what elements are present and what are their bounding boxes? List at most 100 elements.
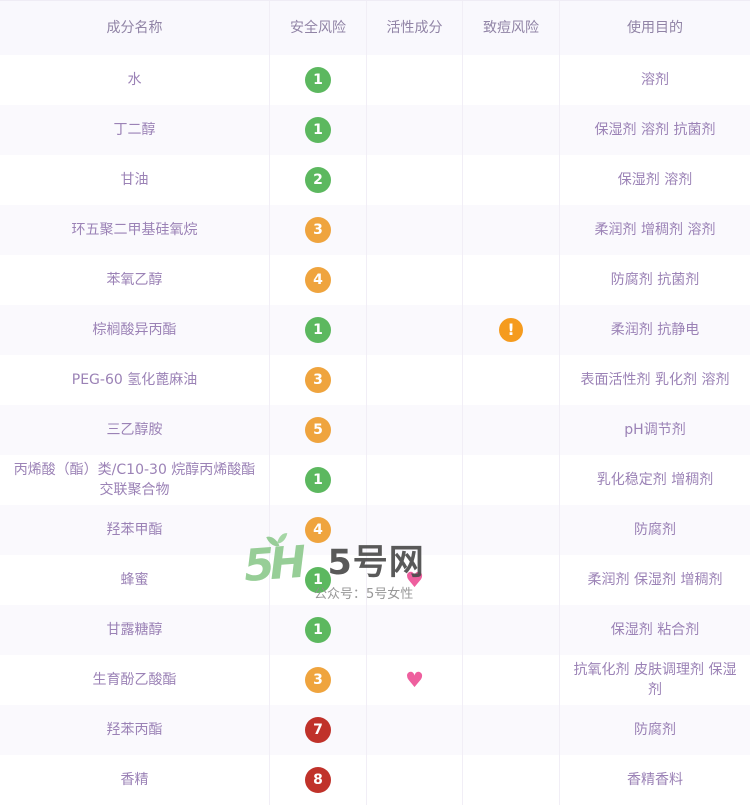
safety-risk-cell: 3 [270,355,367,405]
acne-risk-cell [463,255,560,305]
usage-purpose: 保湿剂 粘合剂 [610,621,700,638]
active-ingredient-cell [367,405,463,455]
safety-risk-badge: 4 [305,267,331,293]
warning-exclamation-icon: ! [499,318,523,342]
usage-purpose: 防腐剂 抗菌剂 [610,271,700,288]
acne-risk-cell [463,555,560,605]
usage-purpose: 保湿剂 溶剂 [617,171,693,188]
safety-risk-cell: 1 [270,305,367,355]
active-ingredient-cell [367,755,463,805]
safety-risk-badge: 1 [305,317,331,343]
table-row: 蜂蜜 1 ♥ 柔润剂 保湿剂 增稠剂 [0,555,750,605]
acne-risk-cell [463,755,560,805]
active-ingredient-cell [367,55,463,105]
heart-icon: ♥ [405,667,424,692]
acne-risk-cell [463,455,560,505]
usage-purpose: 抗氧化剂 皮肤调理剂 保湿剂 [573,661,737,698]
usage-purpose: 防腐剂 [634,721,676,738]
safety-risk-cell: 1 [270,555,367,605]
ingredient-name: 羟苯甲酯 [0,505,270,555]
ingredient-name: 棕榈酸异丙酯 [0,305,270,355]
usage-purpose: 柔润剂 增稠剂 溶剂 [594,221,716,238]
acne-risk-cell [463,155,560,205]
safety-risk-cell: 4 [270,255,367,305]
acne-risk-cell [463,105,560,155]
safety-risk-badge: 8 [305,767,331,793]
safety-risk-cell: 7 [270,705,367,755]
ingredient-name: 香精 [0,755,270,805]
table-row: 棕榈酸异丙酯 1! 柔润剂 抗静电 [0,305,750,355]
ingredient-name: 环五聚二甲基硅氧烷 [0,205,270,255]
table-body: 水 1 溶剂丁二醇 1 保湿剂 溶剂 抗菌剂甘油 2 保湿剂 溶剂环五聚二甲基硅氧烷 3 柔润剂… [0,55,750,805]
ingredient-name: 水 [0,55,270,105]
header-ingredient-name: 成分名称 [0,1,270,55]
acne-risk-cell [463,205,560,255]
header-active-ingredient: 活性成分 [367,1,463,55]
active-ingredient-cell [367,255,463,305]
safety-risk-badge: 1 [305,117,331,143]
acne-risk-cell [463,405,560,455]
header-safety-risk: 安全风险 [270,1,367,55]
active-ingredient-cell: ♥ [367,555,463,605]
usage-purpose: 香精香料 [627,771,683,788]
table-row: 甘露糖醇 1 保湿剂 粘合剂 [0,605,750,655]
acne-risk-cell [463,505,560,555]
safety-risk-badge: 3 [305,667,331,693]
active-ingredient-cell [367,105,463,155]
table-row: 丙烯酸（酯）类/C10-30 烷醇丙烯酸酯交联聚合物 1 乳化稳定剂 增稠剂 [0,455,750,505]
acne-risk-cell: ! [463,305,560,355]
usage-purpose: 防腐剂 [634,521,676,538]
table-row: 羟苯丙酯 7 防腐剂 [0,705,750,755]
table-header-row: 成分名称 安全风险 活性成分 致痘风险 使用目的 [0,1,750,55]
safety-risk-cell: 4 [270,505,367,555]
safety-risk-badge: 1 [305,567,331,593]
active-ingredient-cell: ♥ [367,655,463,705]
active-ingredient-cell [367,605,463,655]
table-row: 生育酚乙酸酯 3 ♥ 抗氧化剂 皮肤调理剂 保湿剂 [0,655,750,705]
safety-risk-badge: 3 [305,217,331,243]
ingredient-name: 丁二醇 [0,105,270,155]
active-ingredient-cell [367,455,463,505]
active-ingredient-cell [367,355,463,405]
active-ingredient-cell [367,155,463,205]
usage-purpose: 保湿剂 溶剂 抗菌剂 [594,121,716,138]
usage-purpose: 乳化稳定剂 增稠剂 [596,471,714,488]
table-row: 香精 8 香精香料 [0,755,750,805]
safety-risk-cell: 1 [270,55,367,105]
ingredient-name: 甘油 [0,155,270,205]
acne-risk-cell [463,55,560,105]
acne-risk-cell [463,655,560,705]
table-row: 环五聚二甲基硅氧烷 3 柔润剂 增稠剂 溶剂 [0,205,750,255]
table-row: 甘油 2 保湿剂 溶剂 [0,155,750,205]
heart-icon: ♥ [405,567,424,592]
usage-purpose: 柔润剂 保湿剂 增稠剂 [587,571,723,588]
usage-purpose: 表面活性剂 乳化剂 溶剂 [580,371,730,388]
header-acne-risk: 致痘风险 [463,1,560,55]
ingredient-name: PEG-60 氢化蓖麻油 [0,355,270,405]
table-row: PEG-60 氢化蓖麻油 3 表面活性剂 乳化剂 溶剂 [0,355,750,405]
safety-risk-badge: 7 [305,717,331,743]
safety-risk-cell: 1 [270,605,367,655]
header-usage-purpose: 使用目的 [627,19,683,36]
safety-risk-badge: 3 [305,367,331,393]
safety-risk-badge: 1 [305,467,331,493]
safety-risk-cell: 1 [270,455,367,505]
safety-risk-cell: 8 [270,755,367,805]
ingredient-name: 羟苯丙酯 [0,705,270,755]
safety-risk-badge: 1 [305,67,331,93]
active-ingredient-cell [367,705,463,755]
table-row: 水 1 溶剂 [0,55,750,105]
usage-purpose: 柔润剂 抗静电 [610,321,700,338]
table-row: 丁二醇 1 保湿剂 溶剂 抗菌剂 [0,105,750,155]
acne-risk-cell [463,355,560,405]
usage-purpose: 溶剂 [641,71,669,88]
safety-risk-cell: 5 [270,405,367,455]
safety-risk-cell: 1 [270,105,367,155]
safety-risk-badge: 2 [305,167,331,193]
usage-purpose: pH调节剂 [624,421,686,438]
safety-risk-cell: 2 [270,155,367,205]
active-ingredient-cell [367,205,463,255]
safety-risk-cell: 3 [270,655,367,705]
ingredient-name: 蜂蜜 [0,555,270,605]
